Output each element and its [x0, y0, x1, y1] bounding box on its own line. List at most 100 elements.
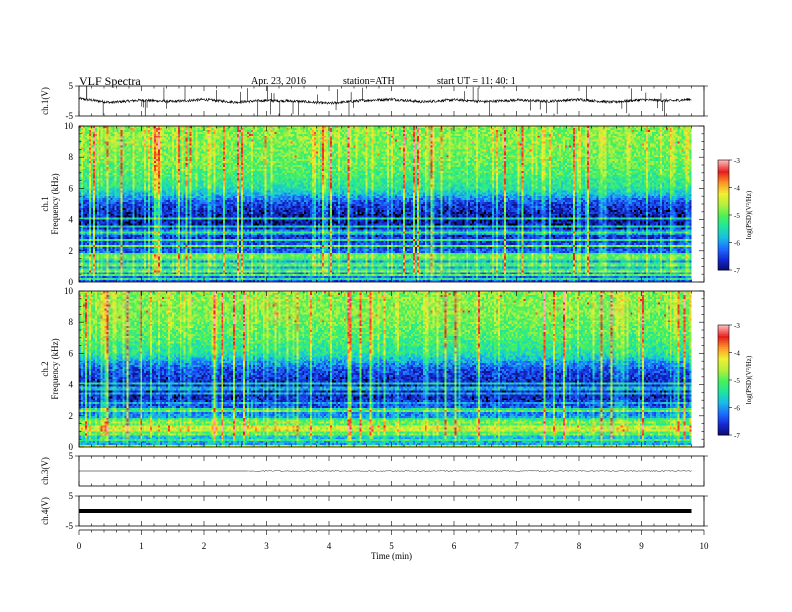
ch1-waveform-ytick-bottom: -5	[66, 111, 74, 121]
colorbar-swatch	[718, 268, 729, 271]
x-ticks	[78, 291, 705, 447]
colorbar-swatch	[718, 172, 729, 176]
colorbar-swatch	[718, 163, 729, 166]
colorbar-swatch	[718, 266, 729, 269]
ch2-spectrogram-ytick-label: 0	[69, 442, 74, 452]
colorbar-swatch	[718, 171, 729, 174]
colorbar-swatch	[718, 264, 729, 267]
ch2-spectrogram-colorbar-tick-label: -3	[734, 322, 740, 330]
colorbar-swatch	[718, 376, 729, 379]
ch3-waveform-noise	[247, 470, 692, 473]
colorbar-swatch	[718, 178, 729, 181]
ch1-spectrogram-ytick-label: 10	[64, 121, 74, 131]
colorbar-swatch	[718, 369, 729, 372]
colorbar-swatch	[718, 359, 729, 363]
ch2-spectrogram-ytick-label: 2	[69, 411, 74, 421]
ch1-spectrogram-ytick-label: 0	[69, 277, 74, 287]
colorbar-swatch	[718, 429, 729, 432]
colorbar-swatch	[718, 398, 729, 401]
x-tick-label: 8	[577, 541, 582, 551]
colorbar-swatch	[718, 402, 729, 405]
colorbar-swatch	[718, 380, 729, 383]
x-tick-label: 6	[452, 541, 457, 551]
ch1-spectrogram-colorbar-tick-label: -4	[734, 185, 740, 193]
colorbar-swatch	[718, 383, 729, 386]
colorbar-swatch	[718, 378, 729, 381]
colorbar-swatch	[718, 216, 729, 220]
ch1-spectrogram-ylabel: ch.1	[40, 196, 50, 211]
ch1-spikes	[86, 86, 665, 116]
colorbar-swatch	[718, 246, 729, 249]
colorbar-swatch	[718, 167, 729, 170]
ch3-waveform-ytick-top: 5	[69, 451, 74, 461]
colorbar-swatch	[718, 339, 729, 342]
colorbar-swatch	[718, 187, 729, 190]
ch2-spectrogram-ylabel: ch.2	[40, 361, 50, 376]
colorbar-swatch	[718, 411, 729, 414]
ch2-spectrogram-image	[79, 291, 692, 447]
colorbar-swatch	[718, 259, 729, 262]
colorbar-swatch	[718, 160, 729, 163]
ch2-spectrogram-ytick-label: 10	[64, 286, 74, 296]
figure-title: VLF Spectra	[79, 74, 141, 88]
ch1-waveform-line	[78, 96, 692, 106]
ch4-waveform-ytick-bottom: -5	[66, 521, 74, 531]
ch2-spectrogram-colorbar-tick-label: -5	[734, 377, 740, 385]
colorbar-swatch	[718, 185, 729, 188]
ch2-spectrogram-ytick-label: 4	[69, 380, 74, 390]
colorbar-swatch	[718, 240, 729, 243]
colorbar-swatch	[718, 209, 729, 212]
x-tick-label: 3	[264, 541, 269, 551]
colorbar-swatch	[718, 350, 729, 353]
ch2-spectrogram-colorbar-label: log(PSD)(V²/Hz)	[745, 355, 753, 404]
ch4-waveform-ytick-top: 5	[69, 491, 74, 501]
ch1-spectrogram-colorbar-label: log(PSD)(V²/Hz)	[745, 190, 753, 239]
colorbar-swatch	[718, 332, 729, 335]
colorbar-swatch	[718, 424, 729, 427]
colorbar-swatch	[718, 222, 729, 225]
colorbar-swatch	[718, 255, 729, 258]
ch3-waveform-ylabel: ch.3(V)	[40, 457, 50, 485]
ch1-spectrogram-ytick-label: 8	[69, 152, 74, 162]
x-tick-label: 1	[139, 541, 144, 551]
colorbar-swatch	[718, 389, 729, 392]
colorbar-swatch	[718, 213, 729, 216]
colorbar-swatch	[718, 392, 729, 396]
x-tick-label: 10	[700, 541, 710, 551]
x-ticks	[78, 496, 705, 526]
colorbar-swatch	[718, 200, 729, 203]
x-tick-label: 7	[514, 541, 519, 551]
colorbar-swatch	[718, 381, 729, 385]
colorbar-swatch	[718, 391, 729, 394]
colorbar-swatch	[718, 409, 729, 412]
colorbar-swatch	[718, 363, 729, 366]
colorbar-swatch	[718, 367, 729, 370]
ch2-spectrogram-ytick-label: 8	[69, 317, 74, 327]
colorbar-swatch	[718, 336, 729, 339]
colorbar-swatch	[718, 220, 729, 223]
colorbar-swatch	[718, 374, 729, 377]
colorbar-swatch	[718, 365, 729, 368]
colorbar-swatch	[718, 204, 729, 207]
colorbar-swatch	[718, 218, 729, 221]
colorbar-swatch	[718, 207, 729, 210]
colorbar-swatch	[718, 260, 729, 264]
colorbar-swatch	[718, 202, 729, 205]
colorbar-swatch	[718, 242, 729, 245]
colorbar-swatch	[718, 425, 729, 429]
x-tick-label: 5	[389, 541, 394, 551]
colorbar-swatch	[718, 189, 729, 192]
x-tick-label: 4	[327, 541, 332, 551]
ch1-spectrogram-colorbar-tick-label: -5	[734, 212, 740, 220]
ch2-spectrogram-colorbar-tick-label: -6	[734, 405, 740, 413]
colorbar-swatch	[718, 191, 729, 194]
colorbar-swatch	[718, 193, 729, 196]
ch1-waveform-ylabel: ch.1(V)	[40, 87, 50, 115]
x-axis-label: Time (min)	[371, 551, 412, 561]
ch1-spectrogram-ylabel: Frequency (kHz)	[50, 173, 60, 234]
colorbar-swatch	[718, 433, 729, 436]
colorbar-swatch	[718, 413, 729, 416]
colorbar-swatch	[718, 227, 729, 231]
colorbar-swatch	[718, 174, 729, 177]
ch2-spectrogram-colorbar	[717, 324, 732, 436]
